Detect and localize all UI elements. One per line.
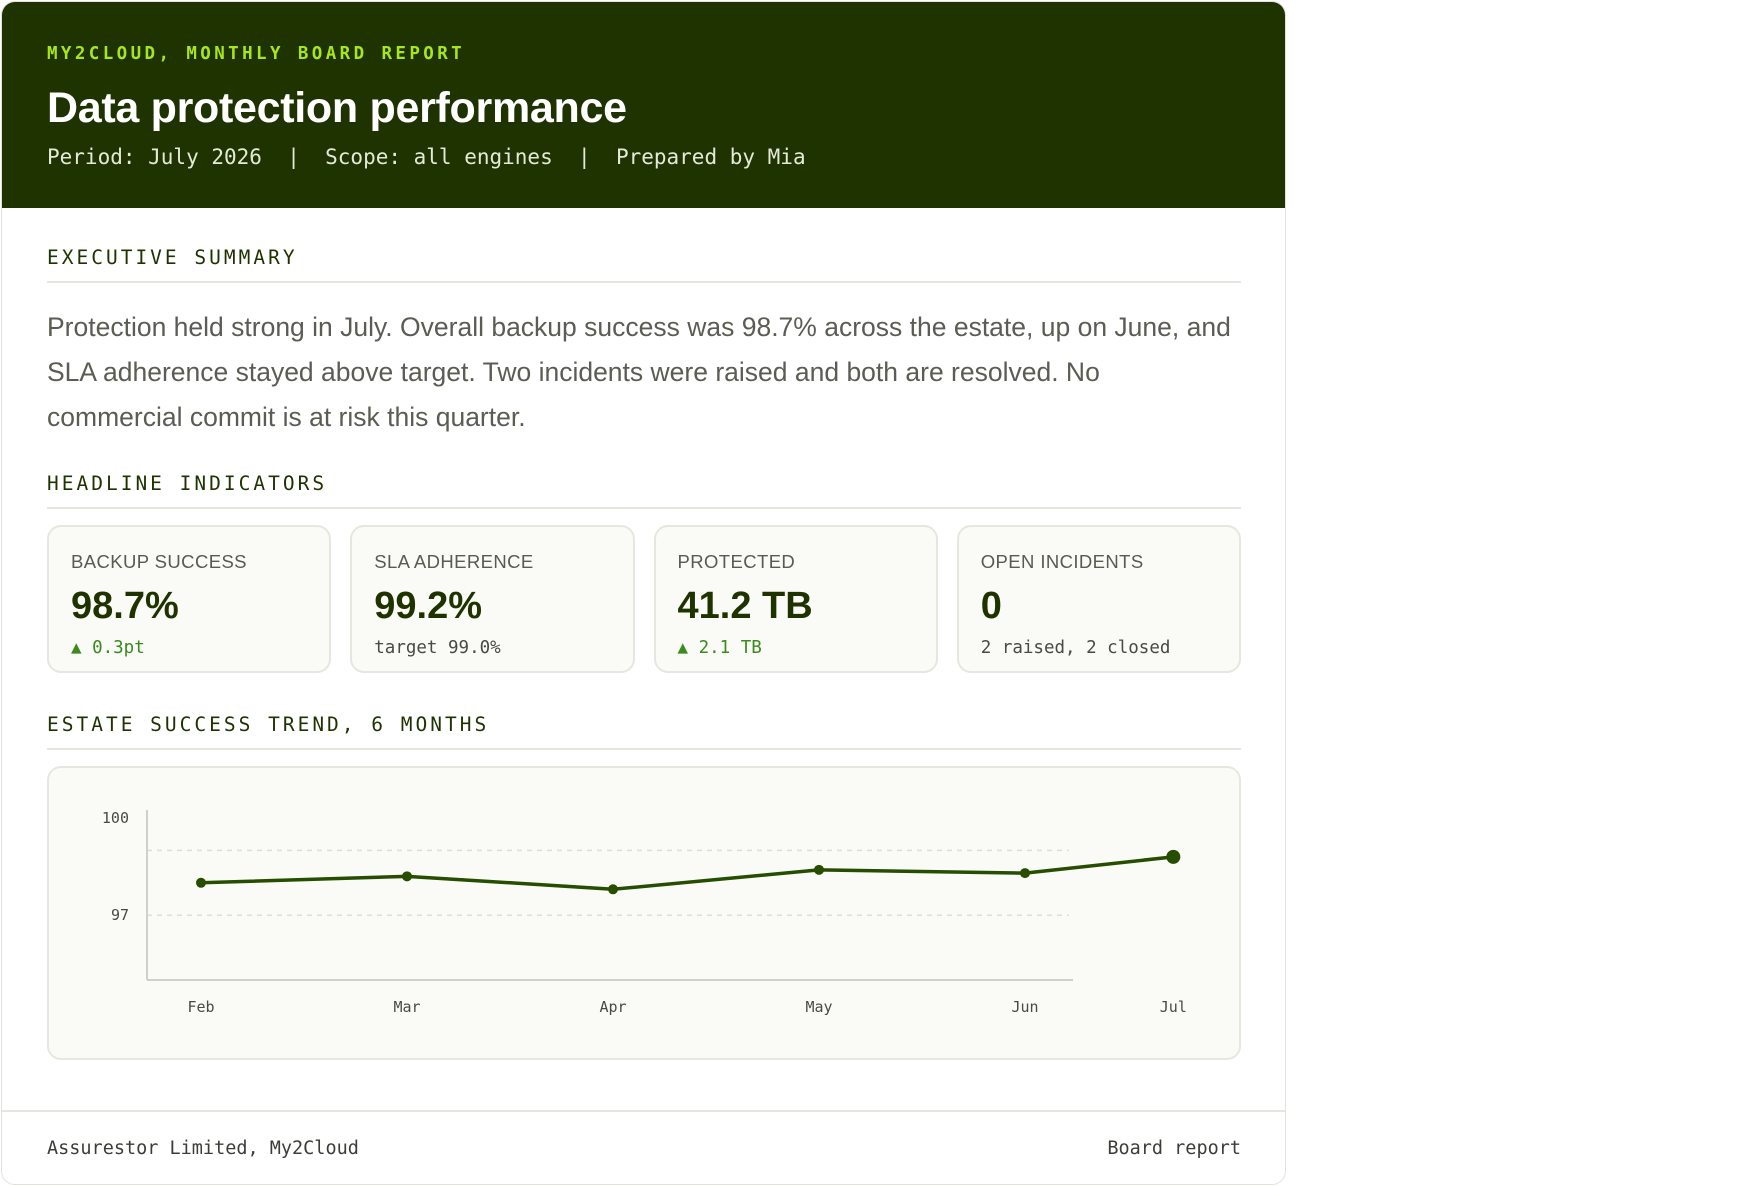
kpi-label: BACKUP SUCCESS (71, 551, 247, 572)
data-point (1020, 868, 1030, 879)
data-point (608, 884, 618, 895)
report-meta: Period: July 2026 | Scope: all engines |… (47, 145, 806, 169)
data-point (814, 864, 824, 875)
data-point (196, 877, 206, 888)
x-tick-label: Apr (599, 998, 626, 1016)
kpi-value: 99.2% (374, 585, 482, 627)
report-card: MY2CLOUD, MONTHLY BOARD REPORT Data prot… (1, 1, 1286, 1185)
kpi-value: 41.2 TB (677, 585, 813, 627)
kpi-label: PROTECTED (677, 551, 796, 572)
data-point (402, 871, 412, 882)
footer-company: Assurestor Limited, My2Cloud (47, 1137, 359, 1159)
x-tick-label: Jun (1011, 998, 1038, 1016)
kpi-value: 0 (980, 585, 1002, 627)
report-body: EXECUTIVE SUMMARY Protection held strong… (2, 246, 1285, 1060)
trend-chart-panel: 100 97 Feb Mar Apr May Jun Jul (47, 766, 1241, 1060)
x-tick-label: Feb (187, 998, 214, 1016)
kpi-backup-success: BACKUP SUCCESS 98.7% ▲ 0.3pt (47, 525, 332, 673)
kpi-delta: ▲ 0.3pt (71, 638, 145, 658)
y-tick-label: 97 (111, 906, 129, 924)
kpi-target: target 99.0% (374, 638, 501, 658)
kpi-value: 98.7% (71, 585, 179, 627)
data-point (1166, 849, 1181, 864)
kpi-sla-adherence: SLA ADHERENCE 99.2% target 99.0% (350, 525, 635, 673)
report-eyebrow: MY2CLOUD, MONTHLY BOARD REPORT (47, 44, 466, 64)
report-footer: Assurestor Limited, My2Cloud Board repor… (2, 1110, 1285, 1184)
footer-doc-type: Board report (1107, 1137, 1241, 1159)
headline-indicators-heading: HEADLINE INDICATORS (47, 472, 1241, 509)
executive-summary-text: Protection held strong in July. Overall … (47, 312, 1231, 432)
kpi-protected: PROTECTED 41.2 TB ▲ 2.1 TB (653, 525, 938, 673)
trend-heading: ESTATE SUCCESS TREND, 6 MONTHS (47, 713, 1241, 750)
kpi-label: SLA ADHERENCE (374, 551, 534, 572)
kpi-open-incidents: OPEN INCIDENTS 0 2 raised, 2 closed (956, 525, 1241, 673)
report-title: Data protection performance (47, 84, 627, 132)
report-header: MY2CLOUD, MONTHLY BOARD REPORT Data prot… (2, 2, 1285, 208)
trend-chart: 100 97 Feb Mar Apr May Jun Jul (102, 809, 1187, 1016)
kpi-delta: ▲ 2.1 TB (677, 638, 762, 658)
x-tick-label: Mar (393, 998, 420, 1016)
kpi-label: OPEN INCIDENTS (980, 551, 1144, 572)
kpi-incident-detail: 2 raised, 2 closed (980, 638, 1171, 658)
series-line (200, 855, 1174, 892)
kpi-row: BACKUP SUCCESS 98.7% ▲ 0.3pt SLA ADHEREN… (47, 525, 1241, 673)
executive-summary-heading: EXECUTIVE SUMMARY (47, 246, 1241, 283)
x-tick-label: Jul (1160, 998, 1187, 1016)
x-tick-label: May (805, 998, 832, 1016)
y-tick-label: 100 (102, 809, 129, 827)
